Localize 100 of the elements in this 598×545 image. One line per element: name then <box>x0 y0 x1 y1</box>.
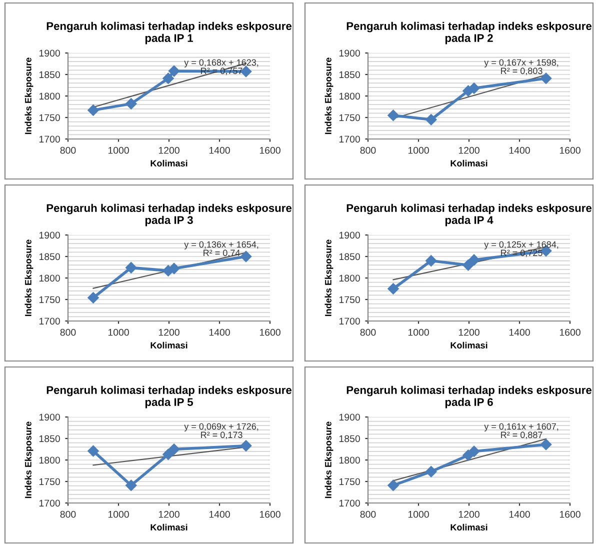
y-tick-label: 1700 <box>39 500 60 507</box>
y-tick-label: 1700 <box>39 318 60 325</box>
x-tick-label: 1000 <box>408 328 429 336</box>
annotation: y = 0,161x + 1607, R² = 0,887 <box>484 423 558 440</box>
x-tick-label: 800 <box>60 146 76 154</box>
x-tick-label: 1000 <box>108 328 129 336</box>
y-tick-label: 1850 <box>39 253 60 260</box>
point <box>426 114 437 126</box>
y-tick-label: 1750 <box>339 296 360 304</box>
x-tick-label: 1600 <box>560 146 580 154</box>
y-tick-label: 1900 <box>39 50 60 57</box>
x-tick-label: 1600 <box>260 146 280 154</box>
point <box>88 445 99 457</box>
point <box>468 446 480 458</box>
point <box>388 283 399 294</box>
point <box>540 438 552 450</box>
point <box>162 72 174 84</box>
y-tick-label: 1900 <box>39 232 60 239</box>
y-tick-label: 1850 <box>339 71 360 78</box>
point <box>426 466 437 478</box>
y-tick-label: 1800 <box>339 274 360 282</box>
y-tick-label: 1750 <box>39 296 60 304</box>
x-tick-label: 1400 <box>509 510 530 518</box>
y-tick-label: 1800 <box>339 92 360 100</box>
y-tick-label: 1800 <box>39 274 60 282</box>
point <box>126 480 137 491</box>
y-tick-label: 1900 <box>339 414 360 421</box>
x-tick-label: 1400 <box>209 328 230 336</box>
point <box>126 98 137 110</box>
point <box>468 254 480 266</box>
x-tick-label: 1400 <box>509 328 530 336</box>
y-tick-label: 1800 <box>39 92 60 100</box>
x-tick-label: 800 <box>360 328 376 336</box>
point <box>240 250 252 262</box>
y-axis-title: Indeks Eksposure <box>324 240 334 316</box>
annotation: y = 0,167x + 1598, R² = 0,803 <box>484 59 558 76</box>
x-tick-label: 1400 <box>209 510 230 518</box>
point <box>88 292 99 304</box>
point <box>240 440 252 452</box>
point <box>462 259 474 271</box>
y-tick-label: 1700 <box>39 136 60 143</box>
x-tick-label: 1200 <box>458 146 480 154</box>
point <box>126 262 137 274</box>
x-axis-title: Kolimasi <box>150 160 188 166</box>
y-tick-label: 1900 <box>339 232 360 239</box>
point <box>388 480 399 491</box>
point <box>162 448 174 460</box>
chart-title: Pengaruh kolimasi terhadap indeks eskposure pada IP 2 <box>346 22 592 44</box>
x-tick-label: 1200 <box>158 510 180 518</box>
x-axis-title: Kolimasi <box>450 524 488 530</box>
x-tick-label: 1000 <box>108 510 129 518</box>
point <box>388 110 399 121</box>
x-tick-label: 1000 <box>408 146 429 154</box>
y-tick-label: 1800 <box>339 456 360 464</box>
y-tick-label: 1750 <box>39 478 60 486</box>
y-tick-label: 1750 <box>39 114 60 122</box>
y-tick-label: 1850 <box>339 253 360 260</box>
x-axis-title: Kolimasi <box>450 160 488 166</box>
x-axis-title: Kolimasi <box>450 342 488 348</box>
x-axis-title: Kolimasi <box>150 342 188 348</box>
y-tick-label: 1750 <box>339 114 360 122</box>
y-axis-title: Indeks Eksposure <box>324 422 334 498</box>
chart-title: Pengaruh kolimasi terhadap indeks eskposure pada IP 5 <box>46 386 292 408</box>
y-tick-label: 1800 <box>39 456 60 464</box>
x-tick-label: 1400 <box>509 146 530 154</box>
x-tick-label: 800 <box>360 510 376 518</box>
x-tick-label: 1600 <box>260 510 280 518</box>
annotation: y = 0,069x + 1726, R² = 0,173 <box>184 423 258 440</box>
point <box>88 104 99 116</box>
chart-title: Pengaruh kolimasi terhadap indeks eskposure pada IP 6 <box>346 386 592 408</box>
x-tick-label: 800 <box>60 328 76 336</box>
y-tick-label: 1700 <box>339 136 360 143</box>
point <box>168 444 180 455</box>
point <box>168 65 180 77</box>
y-tick-label: 1850 <box>39 435 60 442</box>
annotation: y = 0,136x + 1654, R² = 0,74 <box>184 241 258 258</box>
x-tick-label: 1600 <box>560 328 580 336</box>
point <box>426 255 437 266</box>
x-tick-label: 1200 <box>458 328 480 336</box>
y-tick-label: 1750 <box>339 478 360 486</box>
y-tick-label: 1850 <box>339 435 360 442</box>
y-tick-label: 1900 <box>339 50 360 57</box>
chart-title: Pengaruh kolimasi terhadap indeks eskposure pada IP 4 <box>346 204 592 226</box>
y-tick-label: 1900 <box>39 414 60 421</box>
y-axis-title: Indeks Eksposure <box>24 240 34 316</box>
y-tick-label: 1850 <box>39 71 60 78</box>
y-tick-label: 1700 <box>339 500 360 507</box>
x-tick-label: 1600 <box>260 328 280 336</box>
point <box>468 82 480 94</box>
x-tick-label: 800 <box>360 146 376 154</box>
x-axis-title: Kolimasi <box>150 524 188 530</box>
x-tick-label: 1000 <box>108 146 129 154</box>
x-tick-label: 1000 <box>408 510 429 518</box>
x-tick-label: 1200 <box>158 146 180 154</box>
x-tick-label: 800 <box>60 510 76 518</box>
x-tick-label: 1400 <box>209 146 230 154</box>
chart-title: Pengaruh kolimasi terhadap indeks eskposure pada IP 1 <box>46 22 292 44</box>
chart-title: Pengaruh kolimasi terhadap indeks eskposure pada IP 3 <box>46 204 292 226</box>
y-axis-title: Indeks Eksposure <box>324 58 334 134</box>
x-tick-label: 1200 <box>158 328 180 336</box>
